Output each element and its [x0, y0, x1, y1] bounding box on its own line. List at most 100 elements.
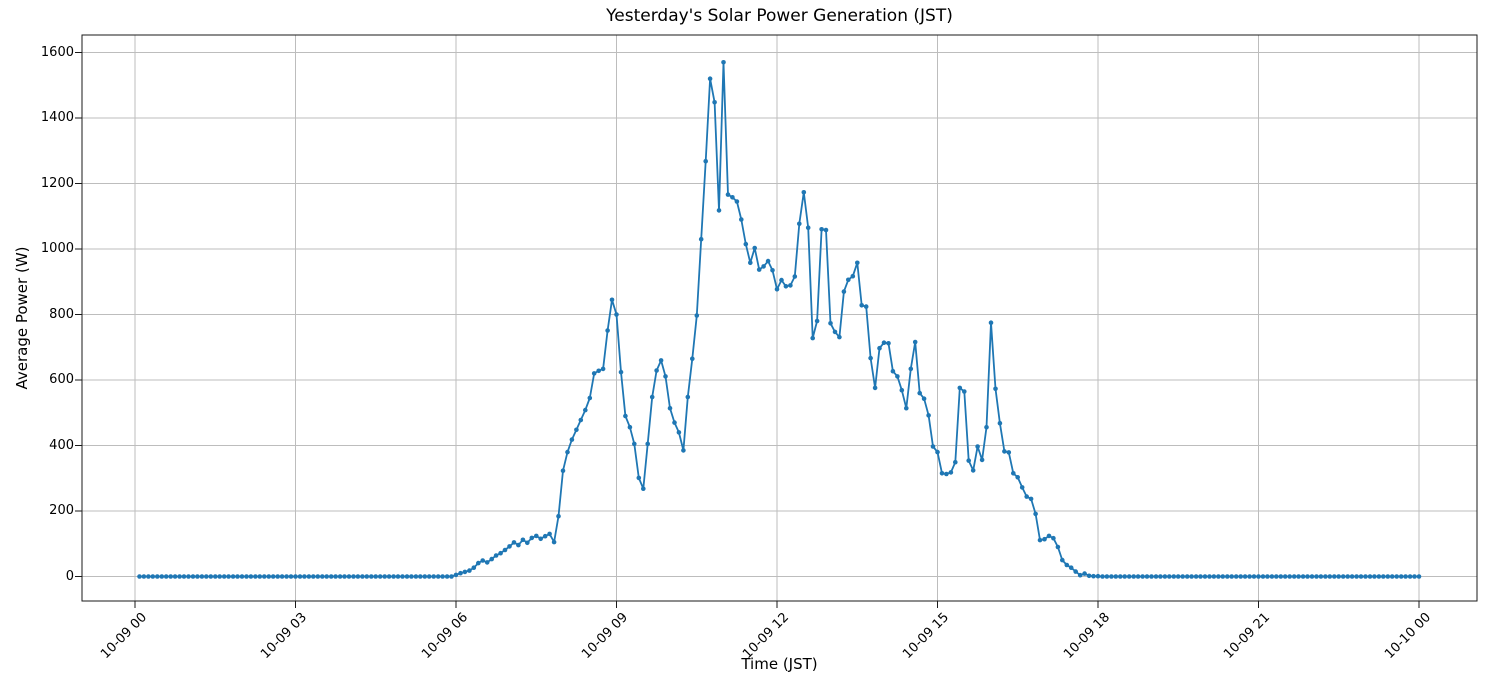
- data-point-marker: [1412, 574, 1417, 579]
- data-point-marker: [507, 544, 512, 549]
- data-point-marker: [667, 405, 673, 411]
- data-point-marker: [721, 60, 726, 65]
- data-point-marker: [685, 394, 691, 400]
- data-point-marker: [1260, 574, 1266, 579]
- data-point-marker: [302, 574, 307, 579]
- data-point-marker: [480, 558, 486, 563]
- data-point-marker: [716, 208, 722, 213]
- data-point-marker: [935, 449, 940, 455]
- data-point-marker: [1193, 574, 1199, 579]
- data-point-marker: [1207, 574, 1212, 579]
- data-point-marker: [221, 574, 227, 579]
- data-point-marker: [230, 574, 236, 579]
- data-point-marker: [279, 574, 285, 579]
- data-point-marker: [1091, 573, 1096, 579]
- data-point-marker: [1113, 574, 1119, 579]
- data-point-marker: [1314, 574, 1319, 579]
- data-point-marker: [730, 195, 735, 200]
- data-point-marker: [1256, 574, 1261, 579]
- data-point-marker: [596, 368, 601, 374]
- data-point-marker: [181, 574, 187, 579]
- data-point-marker: [431, 574, 437, 579]
- data-point-marker: [186, 574, 191, 579]
- data-point-marker: [364, 574, 370, 579]
- data-point-marker: [293, 574, 298, 579]
- data-point-marker: [1282, 574, 1288, 579]
- data-point-marker: [1287, 574, 1292, 579]
- data-point-marker: [739, 217, 744, 222]
- data-point-marker: [877, 345, 882, 351]
- data-point-marker: [1189, 574, 1194, 579]
- y-axis-label: Average Power (W): [13, 246, 31, 390]
- data-point-marker: [462, 569, 468, 575]
- data-point-marker: [1002, 449, 1007, 454]
- data-point-marker: [476, 560, 481, 566]
- data-point-marker: [627, 424, 633, 430]
- data-point-marker: [681, 448, 686, 453]
- data-point-marker: [654, 368, 659, 373]
- data-point-marker: [868, 355, 873, 361]
- data-point-marker: [1144, 574, 1150, 579]
- data-point-marker: [195, 574, 200, 579]
- data-point-marker: [725, 192, 731, 197]
- data-point-marker: [761, 264, 766, 269]
- data-point-marker: [734, 199, 740, 204]
- data-point-marker: [565, 449, 570, 455]
- data-point-marker: [1291, 574, 1297, 579]
- data-point-marker: [560, 468, 566, 474]
- y-tick-label-400: 400: [49, 437, 74, 453]
- data-point-marker: [672, 420, 677, 425]
- data-point-marker: [988, 320, 994, 326]
- data-point-marker: [743, 241, 749, 247]
- data-point-marker: [270, 574, 276, 579]
- data-point-marker: [534, 533, 539, 539]
- data-point-marker: [1077, 572, 1083, 578]
- data-point-marker: [346, 574, 352, 579]
- data-point-marker: [328, 574, 334, 579]
- data-point-marker: [788, 283, 793, 288]
- data-point-marker: [257, 574, 263, 579]
- data-point-marker: [502, 547, 508, 553]
- y-tick-label-800: 800: [49, 306, 74, 322]
- data-point-marker: [1095, 573, 1101, 579]
- data-point-marker: [1046, 533, 1052, 539]
- data-point-marker: [516, 542, 521, 548]
- data-point-marker: [707, 76, 713, 81]
- data-point-marker: [850, 273, 856, 279]
- data-point-marker: [569, 437, 575, 442]
- data-point-marker: [1345, 574, 1350, 579]
- data-point-marker: [632, 441, 637, 447]
- data-point-marker: [1131, 574, 1136, 579]
- data-point-marker: [137, 574, 142, 579]
- data-point-marker: [1389, 574, 1395, 579]
- data-point-marker: [484, 560, 490, 565]
- data-point-marker: [1367, 574, 1373, 579]
- data-point-marker: [511, 540, 517, 545]
- data-point-marker: [525, 540, 530, 546]
- data-point-marker: [1220, 574, 1226, 579]
- chart-title: Yesterday's Solar Power Generation (JST): [606, 6, 953, 26]
- data-point-marker: [957, 385, 963, 391]
- data-point-marker: [1372, 574, 1377, 579]
- data-point-marker: [1122, 574, 1127, 579]
- data-point-marker: [1354, 574, 1359, 579]
- data-point-marker: [846, 277, 851, 283]
- data-point-marker: [756, 267, 762, 272]
- x-axis-label: Time (JST): [741, 655, 818, 673]
- data-point-marker: [208, 574, 214, 579]
- data-point-marker: [217, 574, 222, 579]
- data-point-marker: [1140, 574, 1145, 579]
- data-point-marker: [288, 574, 294, 579]
- data-point-marker: [841, 289, 847, 294]
- data-point-marker: [1024, 494, 1029, 499]
- y-tick-label-1400: 1400: [40, 110, 74, 125]
- data-point-marker: [351, 574, 356, 579]
- data-point-marker: [1340, 574, 1346, 579]
- data-point-marker: [578, 417, 584, 423]
- data-point-marker: [377, 574, 383, 579]
- data-point-marker: [520, 537, 526, 543]
- data-point-marker: [418, 574, 423, 579]
- data-point-marker: [1051, 535, 1056, 541]
- data-point-marker: [690, 356, 695, 362]
- data-point-marker: [355, 574, 361, 579]
